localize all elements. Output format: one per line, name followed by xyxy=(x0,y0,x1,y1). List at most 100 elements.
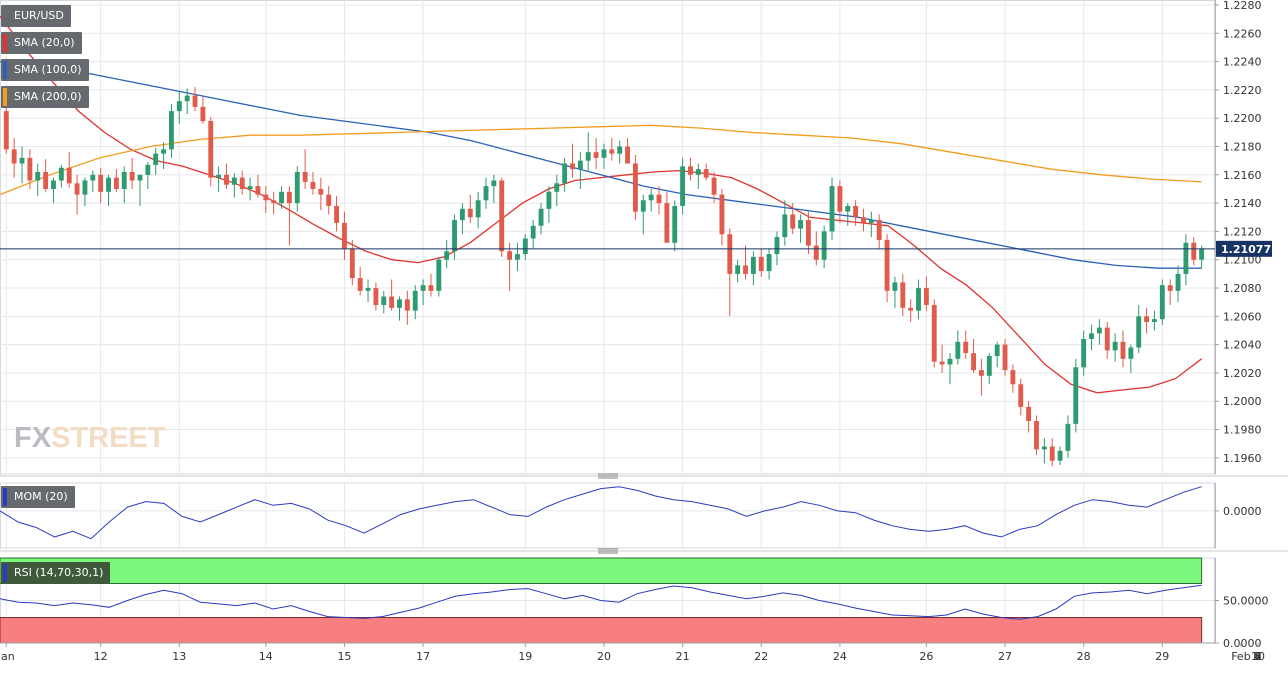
candle xyxy=(766,248,772,280)
candle-body xyxy=(947,358,953,365)
candle xyxy=(27,149,33,189)
candle xyxy=(758,248,764,277)
price-tick-label: 1.2200 xyxy=(1223,112,1262,125)
candle xyxy=(1065,415,1071,458)
candle xyxy=(475,191,481,229)
candle-body xyxy=(1120,341,1126,359)
candle xyxy=(1049,438,1055,467)
legend-symbol[interactable]: EUR/USD xyxy=(1,5,71,27)
legend-sma20-swatch xyxy=(3,34,7,52)
candle-body xyxy=(1065,423,1071,451)
candle xyxy=(1199,245,1205,269)
candle xyxy=(837,180,843,223)
candle-body xyxy=(1026,406,1032,422)
candle-body xyxy=(648,194,654,201)
legend-sma20-label: SMA (20,0) xyxy=(14,36,75,49)
legend-mom[interactable]: MOM (20) xyxy=(1,486,75,508)
panel-separators[interactable] xyxy=(0,473,1288,554)
candle xyxy=(1034,415,1039,456)
legend-mom-label: MOM (20) xyxy=(14,490,68,503)
candle-body xyxy=(821,231,827,260)
candle xyxy=(397,296,402,321)
candle xyxy=(1159,279,1165,325)
candle-body xyxy=(475,200,481,218)
candle-body xyxy=(129,171,135,181)
candle xyxy=(656,186,662,215)
legend-sma200[interactable]: SMA (200,0) xyxy=(1,86,89,108)
candle xyxy=(1002,338,1008,376)
legend-sma20[interactable]: SMA (20,0) xyxy=(1,32,82,54)
candle xyxy=(35,163,41,197)
candle-body xyxy=(829,186,835,232)
candle xyxy=(1183,234,1189,286)
candle-body xyxy=(750,256,756,274)
candle-body xyxy=(711,177,717,195)
candle xyxy=(404,290,410,325)
momentum-panel: 0.0000 xyxy=(0,482,1262,549)
candle-body xyxy=(538,208,544,226)
price-tick-label: 1.2060 xyxy=(1223,310,1262,323)
candle-body xyxy=(1081,338,1087,368)
candle-body xyxy=(515,254,520,260)
candle-body xyxy=(82,180,88,195)
x-tick-label: 22 xyxy=(754,650,768,663)
candle-body xyxy=(861,217,866,223)
candle xyxy=(672,200,678,252)
separator-grip-icon[interactable] xyxy=(598,473,618,479)
price-tick-label: 1.2220 xyxy=(1223,84,1262,97)
legend-symbol-label: EUR/USD xyxy=(14,9,64,22)
candle xyxy=(617,140,623,164)
candle xyxy=(1120,330,1126,368)
candle xyxy=(184,88,190,114)
candle xyxy=(916,279,921,320)
candle-body xyxy=(892,282,898,291)
candle-body xyxy=(342,222,347,249)
candle-body xyxy=(766,254,772,272)
candle xyxy=(947,353,953,385)
candle xyxy=(467,194,473,223)
candle-body xyxy=(239,177,245,189)
candle-body xyxy=(255,186,261,195)
candle-body xyxy=(994,344,1000,356)
candle-body xyxy=(491,180,497,187)
candle-body xyxy=(263,194,269,201)
candle xyxy=(106,174,111,206)
candle-body xyxy=(279,191,284,204)
candle-body xyxy=(192,95,198,107)
candle xyxy=(255,174,261,198)
candle-body xyxy=(507,251,513,260)
candle xyxy=(955,330,961,365)
price-tick-label: 1.2000 xyxy=(1223,395,1262,408)
legend-rsi[interactable]: RSI (14,70,30,1) xyxy=(1,562,111,584)
candle xyxy=(1136,305,1142,354)
x-tick-label: Jan xyxy=(0,650,15,663)
candle-body xyxy=(1010,370,1016,385)
candle-body xyxy=(334,205,340,223)
candle-body xyxy=(593,152,599,158)
candle xyxy=(625,138,630,164)
price-tick-label: 1.1960 xyxy=(1223,452,1262,465)
candle-body xyxy=(1002,344,1008,371)
candle xyxy=(168,104,174,158)
candlesticks xyxy=(3,87,1205,467)
candle xyxy=(1128,344,1134,373)
candle xyxy=(491,174,497,204)
candle xyxy=(735,259,741,283)
candle-body xyxy=(326,194,332,206)
candle-body xyxy=(19,157,25,164)
candle xyxy=(373,282,379,311)
candle-body xyxy=(1199,248,1205,260)
rsi-tick-label: 0.0000 xyxy=(1223,637,1262,650)
candle-body xyxy=(868,220,874,223)
legend-sma100[interactable]: SMA (100,0) xyxy=(1,59,89,81)
candle-body xyxy=(672,205,678,243)
sma-line-200 xyxy=(0,124,1202,196)
candle-body xyxy=(168,111,174,150)
candle-body xyxy=(570,163,575,170)
candle xyxy=(1167,279,1173,306)
candle-body xyxy=(145,164,151,175)
candle-body xyxy=(318,188,324,195)
candle xyxy=(727,228,733,317)
separator-grip-icon[interactable] xyxy=(598,548,618,554)
